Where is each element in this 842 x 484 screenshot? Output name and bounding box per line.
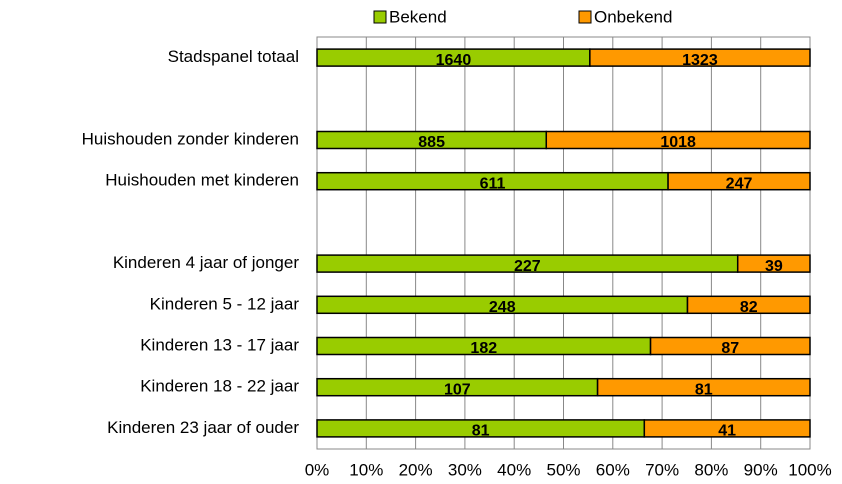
value-label: 39 bbox=[765, 258, 783, 275]
y-tick-label: Huishouden zonder kinderen bbox=[82, 129, 299, 148]
value-label: 1018 bbox=[660, 134, 696, 151]
value-label: 182 bbox=[470, 340, 497, 357]
x-tick-label: 60% bbox=[596, 460, 630, 479]
plot-border bbox=[316, 36, 811, 450]
bar-segment bbox=[589, 48, 811, 67]
y-tick-label: Kinderen 13 - 17 jaar bbox=[140, 335, 299, 354]
value-label: 885 bbox=[418, 134, 445, 151]
bar-segment bbox=[643, 419, 811, 438]
x-tick-label: 100% bbox=[788, 460, 831, 479]
y-tick-label: Stadspanel totaal bbox=[168, 47, 299, 66]
value-label: 247 bbox=[726, 175, 753, 192]
legend-label: Onbekend bbox=[594, 7, 672, 26]
value-label: 611 bbox=[480, 175, 506, 192]
value-label: 227 bbox=[514, 258, 541, 275]
y-tick-label: Kinderen 18 - 22 jaar bbox=[140, 377, 299, 396]
value-label: 1323 bbox=[682, 52, 718, 69]
value-label: 41 bbox=[718, 423, 736, 440]
x-tick-label: 40% bbox=[497, 460, 531, 479]
value-label: 82 bbox=[740, 299, 758, 316]
value-label: 81 bbox=[472, 423, 490, 440]
value-label: 1640 bbox=[436, 52, 472, 69]
value-label: 248 bbox=[489, 299, 516, 316]
x-tick-label: 0% bbox=[305, 460, 330, 479]
x-tick-label: 50% bbox=[546, 460, 580, 479]
y-tick-label: Kinderen 5 - 12 jaar bbox=[150, 294, 300, 313]
bar-segment bbox=[667, 171, 811, 191]
x-tick-label: 90% bbox=[744, 460, 778, 479]
x-tick-label: 30% bbox=[448, 460, 482, 479]
bar-segment bbox=[649, 336, 811, 356]
legend-swatch bbox=[373, 10, 387, 24]
x-tick-label: 20% bbox=[399, 460, 433, 479]
y-tick-label: Kinderen 23 jaar of ouder bbox=[107, 418, 299, 437]
x-tick-label: 10% bbox=[349, 460, 383, 479]
legend-swatch bbox=[578, 10, 592, 24]
value-label: 87 bbox=[721, 340, 739, 357]
value-label: 81 bbox=[695, 381, 713, 398]
bar-segment bbox=[545, 130, 811, 150]
y-tick-label: Huishouden met kinderen bbox=[105, 171, 299, 190]
legend-label: Bekend bbox=[389, 7, 447, 26]
bar-segment bbox=[736, 254, 811, 273]
bar-segment bbox=[596, 377, 811, 397]
value-label: 107 bbox=[444, 381, 471, 398]
x-tick-label: 70% bbox=[645, 460, 679, 479]
bar-segment bbox=[686, 295, 811, 315]
y-tick-label: Kinderen 4 jaar of jonger bbox=[113, 253, 300, 272]
x-tick-label: 80% bbox=[694, 460, 728, 479]
